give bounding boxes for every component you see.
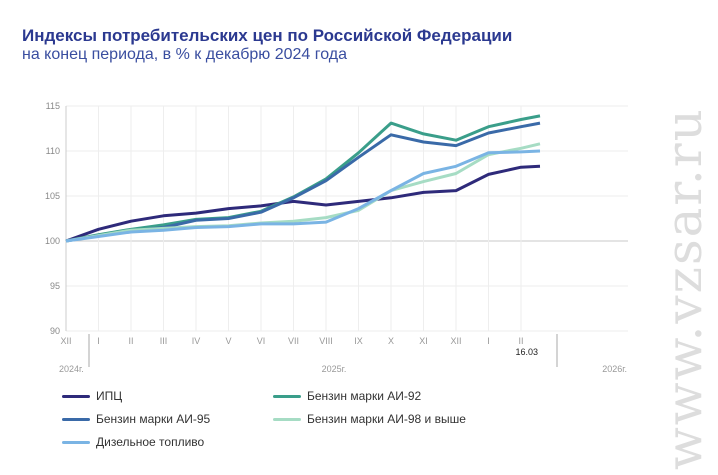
legend-swatch xyxy=(273,394,301,398)
chart-subtitle: на конец периода, в % к декабрю 2024 год… xyxy=(22,46,348,63)
legend-label: Бензин марки АИ-92 xyxy=(307,389,422,403)
series-line xyxy=(65,164,541,243)
y-tick-label: 115 xyxy=(46,101,60,111)
x-tick-label: XII xyxy=(450,336,461,346)
x-tick-label: II xyxy=(128,336,133,346)
x-tick-label: III xyxy=(160,336,168,346)
legend-label: Бензин марки АИ-95 xyxy=(96,412,211,426)
x-tick-label: IV xyxy=(192,336,201,346)
y-tick-label: 100 xyxy=(45,236,60,246)
year-label: 2024г. xyxy=(59,364,84,374)
chart-title: Индексы потребительских цен по Российско… xyxy=(22,26,513,45)
y-tick-label: 90 xyxy=(50,326,60,336)
y-tick-label: 95 xyxy=(50,281,60,291)
legend-label: Бензин марки АИ-98 и выше xyxy=(307,412,466,426)
x-tick-label: V xyxy=(225,336,231,346)
legend-swatch xyxy=(62,440,90,444)
x-tick-label: VII xyxy=(288,336,299,346)
legend-item: ИПЦ xyxy=(62,389,122,403)
x-tick-label: I xyxy=(487,336,490,346)
x-tick-label: 16.03 xyxy=(515,347,538,357)
y-tick-label: 110 xyxy=(46,146,60,156)
x-tick-label: I xyxy=(97,336,100,346)
legend-item: Дизельное топливо xyxy=(62,435,204,449)
legend-swatch xyxy=(62,417,90,421)
series-line xyxy=(65,142,541,243)
legend-swatch xyxy=(62,394,90,398)
x-tick-label: VIII xyxy=(319,336,333,346)
x-tick-label: X xyxy=(388,336,394,346)
legend-item: Бензин марки АИ-98 и выше xyxy=(273,412,466,426)
y-tick-label: 105 xyxy=(45,191,60,201)
x-tick-label: XI xyxy=(419,336,428,346)
legend-label: ИПЦ xyxy=(96,389,123,403)
legend-item: Бензин марки АИ-92 xyxy=(273,389,421,403)
legend-label: Дизельное топливо xyxy=(96,435,205,449)
watermark: www.vzsar.ru xyxy=(655,107,713,470)
x-tick-label: II xyxy=(518,336,523,346)
x-tick-label: VI xyxy=(257,336,266,346)
x-tick-label: IX xyxy=(354,336,363,346)
legend-item: Бензин марки АИ-95 xyxy=(62,412,210,426)
x-tick-label: XII xyxy=(60,336,71,346)
series-line xyxy=(65,149,541,243)
year-label: 2026г. xyxy=(602,364,627,374)
legend-swatch xyxy=(273,417,301,421)
year-label: 2025г. xyxy=(322,364,347,374)
